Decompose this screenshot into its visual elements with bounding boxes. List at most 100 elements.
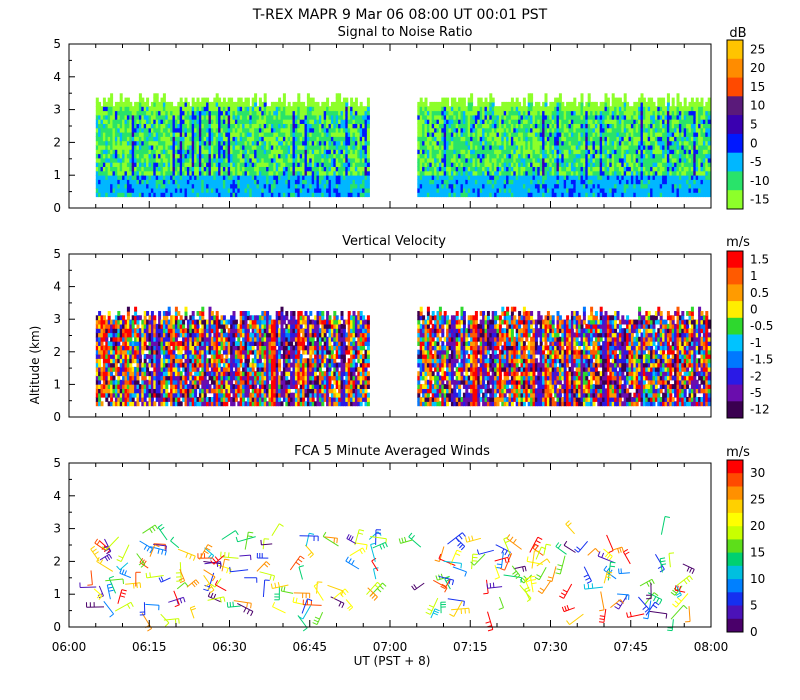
heat-cell	[333, 153, 337, 159]
heat-cell	[218, 175, 222, 180]
heat-cell	[642, 166, 646, 172]
heat-cell	[676, 144, 680, 150]
heat-cell	[112, 127, 116, 133]
heat-cell	[477, 132, 481, 137]
heat-cell	[676, 97, 680, 103]
heat-cell	[354, 123, 358, 129]
heat-cell	[340, 175, 344, 180]
heat-cell	[268, 136, 272, 142]
heat-cell	[580, 127, 584, 133]
heat-cell	[117, 106, 121, 112]
heat-cell	[458, 110, 462, 116]
heat-cell	[465, 144, 469, 150]
heat-cell	[654, 140, 658, 146]
heat-cell	[453, 114, 457, 120]
heat-cell	[470, 183, 474, 189]
heat-cell	[474, 192, 478, 198]
heat-cell	[659, 114, 663, 120]
heat-cell	[239, 183, 243, 189]
heat-cell	[443, 166, 447, 172]
heat-cell	[119, 136, 123, 142]
heat-cell	[227, 106, 231, 112]
heat-cell	[148, 140, 152, 146]
heat-cell	[227, 179, 231, 185]
heat-cell	[614, 157, 618, 163]
heat-cell	[558, 140, 562, 146]
heat-cell	[513, 183, 517, 189]
heat-cell	[141, 175, 145, 180]
heat-cell	[347, 179, 351, 185]
heat-cell	[494, 144, 498, 150]
heat-cell	[179, 153, 183, 159]
heat-cell	[131, 140, 135, 146]
heat-cell	[184, 123, 188, 129]
heat-cell	[294, 110, 298, 116]
heat-cell	[455, 192, 459, 198]
heat-cell	[544, 175, 548, 180]
heat-cell	[309, 162, 313, 167]
heat-cell	[273, 106, 277, 112]
heat-cell	[570, 175, 574, 180]
heat-cell	[261, 157, 265, 163]
heat-cell	[489, 187, 493, 193]
heat-cell	[424, 183, 428, 189]
heat-cell	[280, 119, 284, 124]
heat-cell	[486, 110, 490, 116]
heat-cell	[645, 162, 649, 167]
heat-cell	[558, 157, 562, 163]
heat-cell	[352, 166, 356, 172]
heat-cell	[302, 170, 306, 176]
heat-cell	[450, 166, 454, 172]
heat-cell	[561, 101, 565, 107]
heat-cell	[534, 166, 538, 172]
heat-cell	[208, 119, 212, 124]
heat-cell	[242, 166, 246, 172]
heat-cell	[448, 114, 452, 120]
heat-cell	[244, 192, 248, 198]
heat-cell	[352, 170, 356, 176]
heat-cell	[554, 153, 558, 159]
heat-cell	[645, 101, 649, 107]
heat-cell	[244, 149, 248, 155]
heat-cell	[654, 114, 658, 120]
heat-cell	[189, 183, 193, 189]
heat-cell	[105, 110, 109, 116]
heat-cell	[484, 157, 488, 163]
heat-cell	[539, 153, 543, 159]
heat-cell	[268, 166, 272, 172]
heat-cell	[186, 183, 190, 189]
heat-cell	[630, 157, 634, 163]
heat-cell	[671, 114, 675, 120]
heat-cell	[107, 123, 111, 129]
heat-cell	[273, 183, 277, 189]
heat-cell	[518, 132, 522, 137]
heat-cell	[585, 149, 589, 155]
heat-cell	[510, 153, 514, 159]
heat-cell	[220, 119, 224, 124]
heat-cell	[518, 149, 522, 155]
heat-cell	[114, 166, 118, 172]
heat-cell	[558, 119, 562, 124]
heat-cell	[189, 132, 193, 137]
heat-cell	[326, 127, 330, 133]
heat-cell	[95, 119, 99, 124]
heat-cell	[621, 166, 625, 172]
heat-cell	[218, 179, 222, 185]
heat-cell	[674, 179, 678, 185]
heat-cell	[544, 166, 548, 172]
heat-cell	[582, 170, 586, 176]
heat-cell	[148, 110, 152, 116]
heat-cell	[647, 123, 651, 129]
heat-cell	[359, 144, 363, 150]
heat-cell	[261, 119, 265, 124]
heat-cell	[530, 179, 534, 185]
heat-cell	[230, 132, 234, 137]
heat-cell	[510, 123, 514, 129]
heat-cell	[119, 149, 123, 155]
heat-cell	[244, 114, 248, 120]
heat-cell	[551, 162, 555, 167]
heat-cell	[664, 149, 668, 155]
heat-cell	[275, 179, 279, 185]
heat-cell	[506, 192, 510, 198]
heat-cell	[594, 110, 598, 116]
